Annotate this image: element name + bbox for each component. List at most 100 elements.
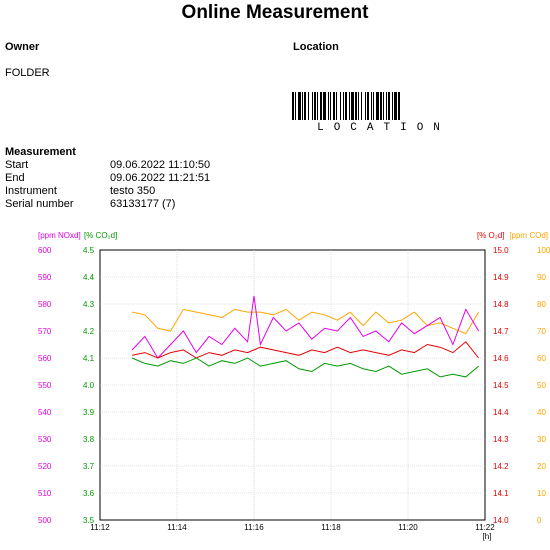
tick-label-o2: 15.0: [493, 246, 509, 255]
barcode-bar: [302, 92, 303, 120]
barcode-bar: [330, 92, 331, 120]
tick-label-co2: 4.3: [83, 300, 95, 309]
tick-label-nox: 600: [38, 246, 52, 255]
measurement-value: testo 350: [110, 185, 156, 197]
x-tick-label: 11:20: [398, 523, 418, 532]
tick-label-co2: 4.4: [83, 273, 95, 282]
tick-label-co2: 3.5: [83, 516, 95, 525]
series-line-o2: [131, 341, 479, 359]
tick-label-co: 60: [537, 354, 546, 363]
x-tick-label: 11:16: [244, 523, 264, 532]
tick-label-co: 10: [537, 489, 546, 498]
page-title: Online Measurement: [181, 2, 369, 23]
barcode-bar: [388, 92, 390, 120]
tick-label-o2: 14.7: [493, 327, 509, 336]
axis-label-nox: [ppm NOxd]: [38, 231, 81, 240]
barcode-bar: [336, 92, 337, 120]
x-tick-label: 11:18: [321, 523, 341, 532]
x-tick-label: 11:22: [475, 523, 495, 532]
tick-label-co2: 4.0: [83, 381, 95, 390]
barcode-bar: [308, 92, 309, 120]
tick-label-nox: 590: [38, 273, 52, 282]
measurement-key: Instrument: [5, 185, 57, 197]
barcode-bar: [343, 92, 344, 120]
barcode-bar: [292, 92, 294, 120]
barcode-bar: [304, 92, 306, 120]
tick-label-nox: 510: [38, 489, 52, 498]
barcode-bar: [365, 92, 366, 120]
barcode-bar: [398, 92, 400, 120]
tick-label-co2: 4.5: [83, 246, 95, 255]
barcode-bar: [386, 92, 387, 120]
tick-label-co: 90: [537, 273, 546, 282]
tick-label-co2: 3.6: [83, 489, 95, 498]
tick-label-co: 70: [537, 327, 546, 336]
tick-label-nox: 580: [38, 300, 52, 309]
barcode-bar: [333, 92, 335, 120]
barcode-bar: [312, 92, 313, 120]
tick-label-nox: 500: [38, 516, 52, 525]
tick-label-nox: 570: [38, 327, 52, 336]
tick-label-o2: 14.9: [493, 273, 509, 282]
axis-label-o2: [% O₂d]: [477, 231, 505, 240]
tick-label-o2: 14.1: [493, 489, 509, 498]
location-barcode: [292, 92, 400, 120]
location-heading: Location: [293, 41, 339, 53]
tick-label-nox: 530: [38, 435, 52, 444]
measurement-heading: Measurement: [5, 146, 76, 158]
tick-label-co2: 3.9: [83, 408, 95, 417]
barcode-bar: [320, 92, 322, 120]
axis-label-co2: [% CO₂d]: [84, 231, 117, 240]
barcode-bar: [367, 92, 369, 120]
barcode-bar: [373, 92, 374, 120]
barcode-bar: [380, 92, 382, 120]
barcode-bar: [298, 92, 301, 120]
tick-label-co2: 3.8: [83, 435, 95, 444]
measurement-key: End: [5, 172, 25, 184]
tick-label-nox: 520: [38, 462, 52, 471]
tick-label-co2: 4.1: [83, 354, 95, 363]
tick-label-co: 30: [537, 435, 546, 444]
barcode-bar: [361, 92, 362, 120]
x-axis-label: [h]: [483, 532, 492, 541]
barcode-text: LOCATION: [317, 122, 450, 134]
series-line-co2: [131, 357, 479, 378]
barcode-bar: [351, 92, 354, 120]
axis-label-co: [ppm COd]: [509, 231, 548, 240]
tick-label-co2: 3.7: [83, 462, 95, 471]
x-tick-label: 11:14: [167, 523, 187, 532]
tick-label-o2: 14.0: [493, 516, 509, 525]
tick-label-co: 50: [537, 381, 546, 390]
series-line-nox: [131, 295, 480, 359]
tick-label-co: 0: [537, 516, 542, 525]
tick-label-o2: 14.4: [493, 408, 509, 417]
tick-label-o2: 14.5: [493, 381, 509, 390]
barcode-bar: [317, 92, 318, 120]
barcode-bar: [392, 92, 393, 120]
measurement-key: Start: [5, 159, 29, 171]
x-tick-label: 11:12: [90, 523, 110, 532]
tick-label-co: 100: [537, 246, 550, 255]
tick-label-nox: 560: [38, 354, 52, 363]
barcode-bar: [314, 92, 316, 120]
tick-label-o2: 14.8: [493, 300, 509, 309]
barcode-bar: [355, 92, 357, 120]
tick-label-nox: 550: [38, 381, 52, 390]
measurement-key: Serial number: [5, 198, 74, 210]
barcode-bar: [394, 92, 397, 120]
barcode-bar: [328, 92, 329, 120]
measurement-value: 63133177 (7): [110, 198, 176, 210]
tick-label-o2: 14.3: [493, 435, 509, 444]
barcode-bar: [323, 92, 326, 120]
barcode-bar: [371, 92, 372, 120]
tick-label-co: 20: [537, 462, 546, 471]
tick-label-nox: 540: [38, 408, 52, 417]
owner-value: FOLDER: [5, 67, 50, 79]
series-line-co: [131, 308, 480, 335]
barcode-bar: [349, 92, 350, 120]
barcode-bar: [383, 92, 384, 120]
barcode-bar: [376, 92, 379, 120]
tick-label-co2: 4.2: [83, 327, 95, 336]
measurement-value: 09.06.2022 11:10:50: [110, 159, 211, 171]
